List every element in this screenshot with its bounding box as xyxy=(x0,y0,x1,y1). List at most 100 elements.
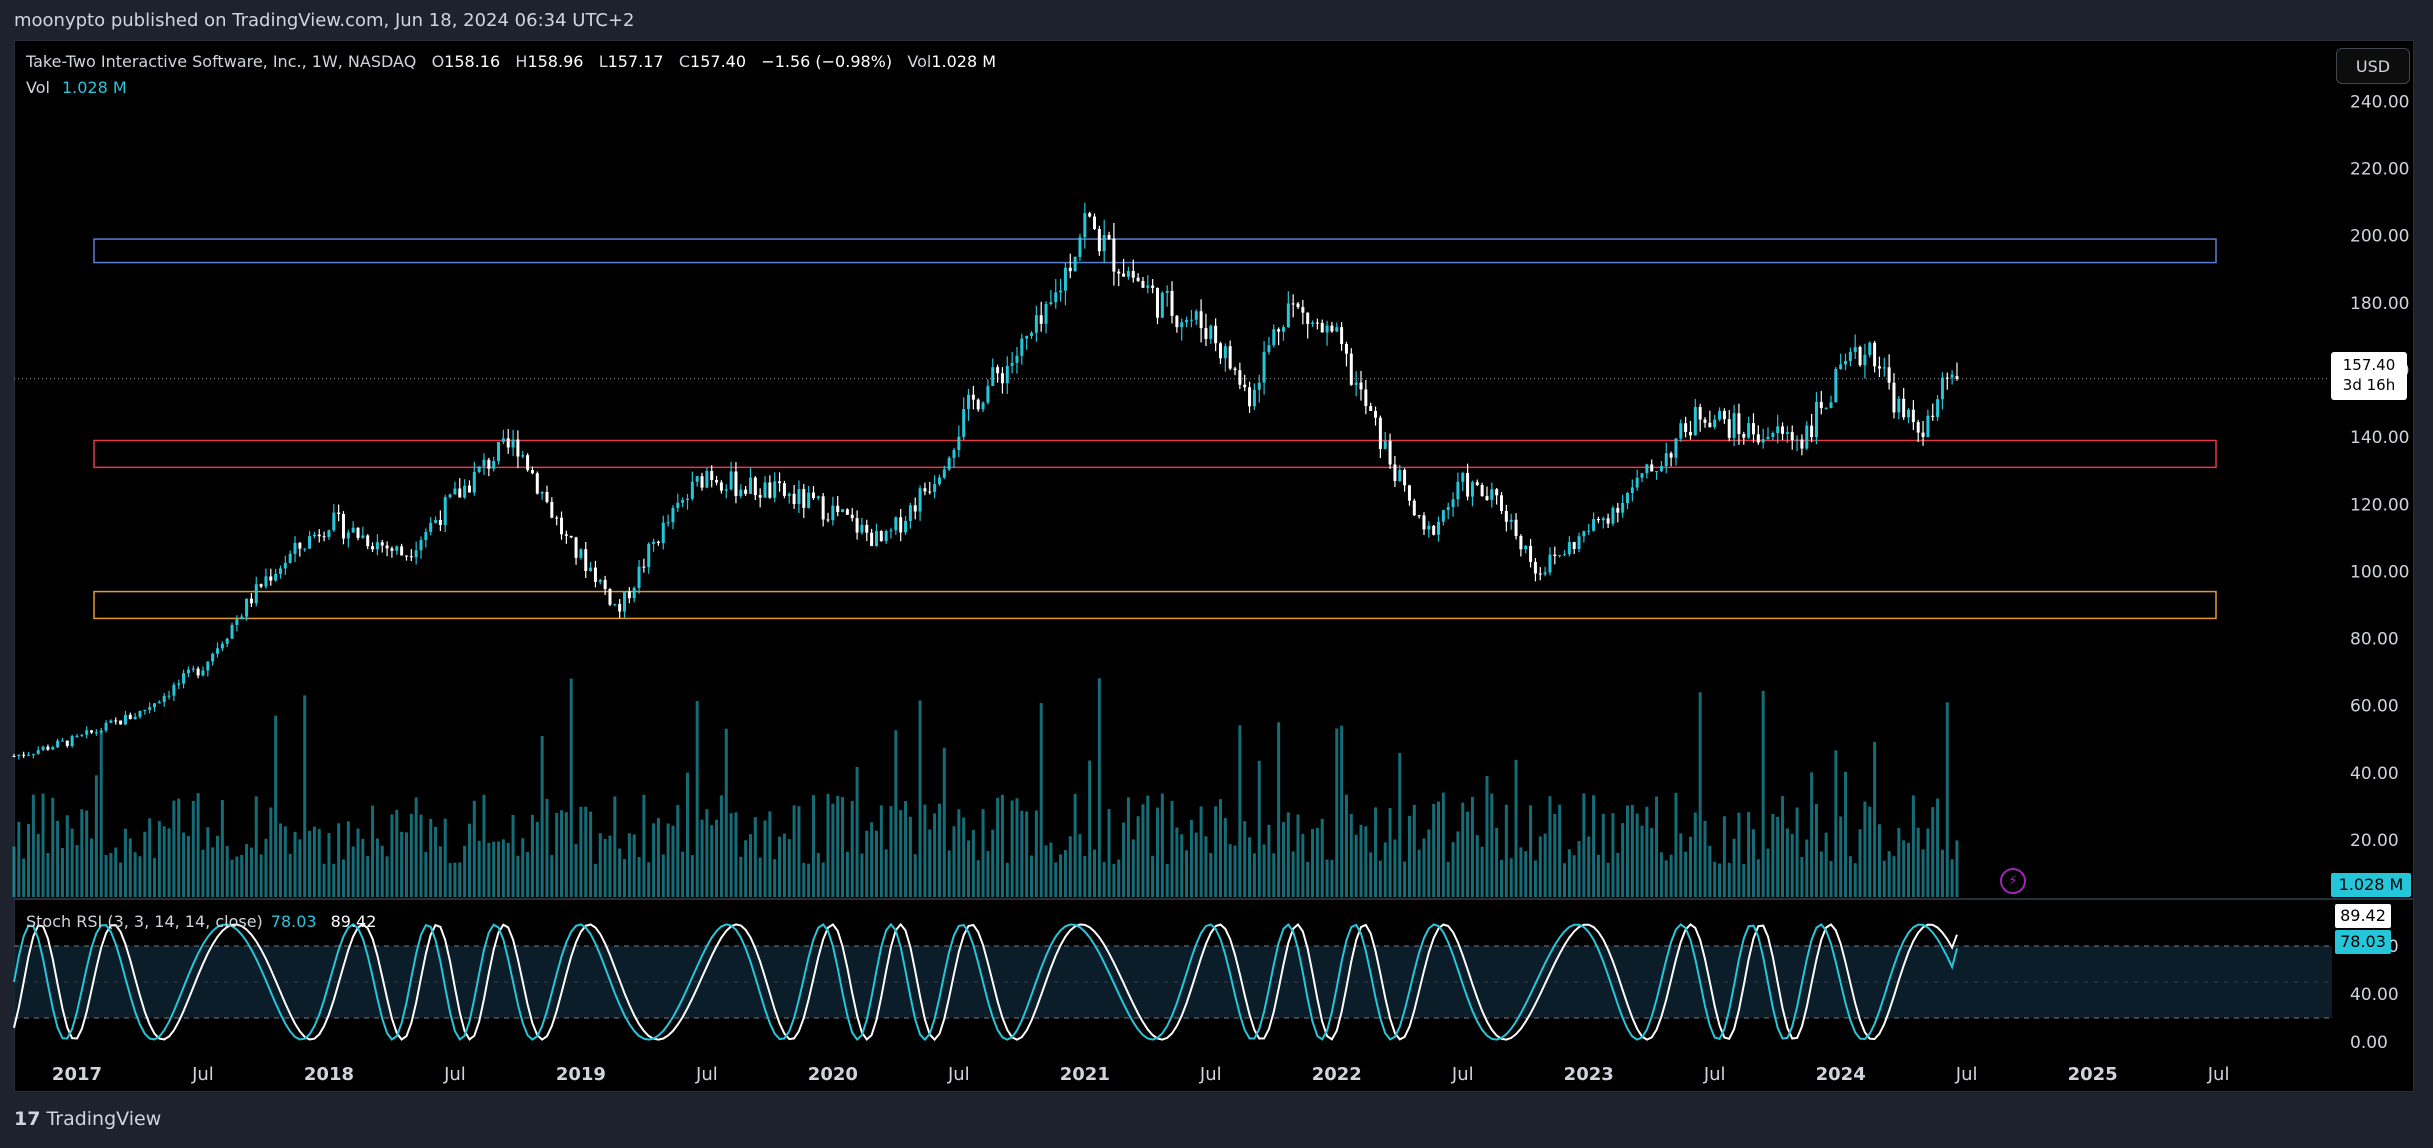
volume-bar xyxy=(1054,862,1058,897)
volume-bar xyxy=(1698,692,1702,897)
candle-body xyxy=(1185,319,1189,323)
volume-bar xyxy=(1088,760,1092,897)
volume-bar xyxy=(603,838,607,897)
stoch-tick-label: 0.00 xyxy=(2350,1033,2388,1053)
volume-bar xyxy=(351,846,355,897)
volume-bar xyxy=(429,818,433,897)
candle-body xyxy=(1097,229,1101,252)
candle-body xyxy=(671,507,675,523)
volume-tag: 1.028 M xyxy=(2331,873,2411,897)
volume-bar xyxy=(608,835,612,897)
zone-support-mid xyxy=(93,439,2217,469)
currency-button[interactable]: USD xyxy=(2336,48,2410,84)
candle-body xyxy=(860,524,864,533)
candle-body xyxy=(608,588,612,605)
volume-bar xyxy=(535,821,539,897)
candle-body xyxy=(1679,423,1683,439)
candle-body xyxy=(1814,401,1818,438)
volume-bar xyxy=(467,823,471,897)
volume-bar xyxy=(1330,859,1334,897)
volume-bar xyxy=(157,821,161,897)
footer-brand[interactable]: 17 TradingView xyxy=(14,1108,161,1130)
candle-body xyxy=(438,520,442,525)
volume-bar xyxy=(1800,857,1804,897)
last-price-tag: 157.40 3d 16h xyxy=(2331,352,2407,400)
candle-body xyxy=(1214,325,1218,344)
volume-bar xyxy=(1044,845,1048,897)
candle-body xyxy=(182,673,186,684)
candle-body xyxy=(1621,502,1625,513)
lightning-icon[interactable]: ⚡ xyxy=(2000,868,2026,894)
candle-body xyxy=(971,394,975,400)
volume-bar xyxy=(1170,801,1174,897)
candle-body xyxy=(1834,369,1838,403)
candle-body xyxy=(661,522,665,543)
zones xyxy=(93,238,2217,620)
candle-body xyxy=(94,732,98,734)
publish-bar: moonypto published on TradingView.com, J… xyxy=(0,0,2433,40)
candle-body xyxy=(1771,432,1775,437)
candle-body xyxy=(1514,519,1518,537)
candle-body xyxy=(1393,464,1397,482)
candle-body xyxy=(1480,484,1484,497)
volume-bar xyxy=(1209,853,1213,897)
open-label: O xyxy=(431,52,445,71)
chart-frame[interactable] xyxy=(14,40,2414,1092)
volume-bar xyxy=(1151,855,1155,897)
candle-body xyxy=(1446,507,1450,511)
candle-body xyxy=(191,668,195,670)
candle-body xyxy=(1228,346,1232,369)
volume-bar xyxy=(933,813,937,897)
volume-bar xyxy=(1301,833,1305,897)
candle-body xyxy=(719,482,723,491)
volume-bar xyxy=(1131,839,1135,897)
volume-bar xyxy=(269,807,273,897)
volume-bar xyxy=(1112,863,1116,897)
candle-body xyxy=(933,484,937,492)
volume-bar xyxy=(1844,771,1848,897)
volume-bar xyxy=(1950,859,1954,897)
candle-body xyxy=(715,480,719,483)
volume-bar xyxy=(109,852,113,897)
candle-body xyxy=(1165,290,1169,293)
candle-body xyxy=(1936,399,1940,417)
volume-bar xyxy=(1194,832,1198,897)
candle-body xyxy=(1291,303,1295,305)
volume-bar xyxy=(841,797,845,897)
candle-body xyxy=(249,598,253,604)
volume-bar xyxy=(1441,792,1445,897)
volume-bar xyxy=(361,838,365,897)
stoch-d-value: 89.42 xyxy=(330,912,377,931)
volume-bar xyxy=(1189,819,1193,897)
volume-bar xyxy=(27,823,31,897)
candle-body xyxy=(1742,434,1746,438)
candle-body xyxy=(317,534,321,537)
candle-body xyxy=(1277,329,1281,332)
candle-body xyxy=(870,532,874,547)
volume-bar xyxy=(540,736,544,897)
volume-bar xyxy=(894,730,898,897)
candle-body xyxy=(1383,440,1387,449)
candle-body xyxy=(337,512,341,515)
candle-body xyxy=(1538,573,1542,575)
candle-body xyxy=(1625,493,1629,503)
candle-body xyxy=(1955,376,1959,379)
candle-body xyxy=(1747,423,1751,438)
volume-bar xyxy=(497,841,501,897)
candle-body xyxy=(1451,499,1455,508)
volume-bar xyxy=(855,766,859,897)
candle-body xyxy=(1766,436,1770,440)
candle-body xyxy=(816,496,820,499)
volume-bar xyxy=(763,820,767,897)
price-tick-label: 200.00 xyxy=(2350,227,2409,247)
volume-bar xyxy=(1519,847,1523,897)
candle-body xyxy=(482,459,486,467)
candle-body xyxy=(744,489,748,494)
volume-bar xyxy=(1655,796,1659,897)
candle-body xyxy=(1359,382,1363,390)
volume-bar xyxy=(918,700,922,897)
volume-bar xyxy=(1829,861,1833,897)
volume-bar xyxy=(12,846,16,897)
volume-bar xyxy=(1311,828,1315,897)
